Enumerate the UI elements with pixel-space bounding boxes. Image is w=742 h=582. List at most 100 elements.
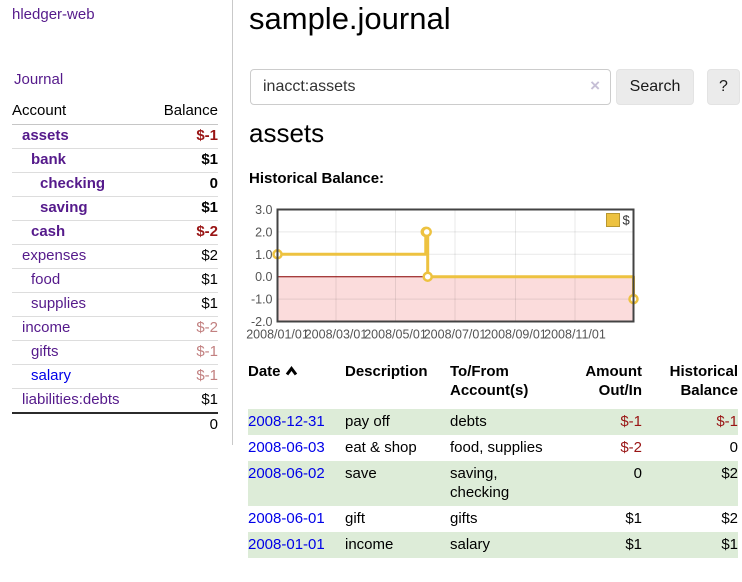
- sidebar-account-link[interactable]: gifts: [31, 343, 59, 360]
- chart-canvas: $3.0 2.0 1.0 0.0 -1.0 -2.02008/01/012008/03/0…: [246, 203, 639, 342]
- svg-text:2008/01/01: 2008/01/01: [246, 328, 309, 342]
- transaction-date-cell: 2008-12-31: [248, 409, 345, 435]
- transaction-accounts-cell: debts: [450, 413, 487, 430]
- svg-text:2008/03/01: 2008/03/01: [305, 328, 368, 342]
- account-balance: $1: [148, 292, 218, 317]
- transaction-amount-cell: $-1: [620, 413, 642, 430]
- register-header-row: Date Description To/From Account(s) Amou…: [248, 359, 738, 409]
- sidebar-account-link[interactable]: liabilities:debts: [22, 391, 120, 408]
- accounts-total-balance: 0: [148, 412, 218, 437]
- account-row: assets $-1: [12, 124, 218, 149]
- account-row: supplies $1: [12, 292, 218, 317]
- account-heading: assets: [249, 118, 325, 148]
- svg-text:2.0: 2.0: [255, 225, 272, 239]
- account-row: gifts $-1: [12, 340, 218, 365]
- account-balance: $1: [148, 148, 218, 173]
- sidebar-account-link[interactable]: assets: [22, 127, 69, 144]
- historical-balance-chart[interactable]: $3.0 2.0 1.0 0.0 -1.0 -2.0 2008/01/01 2008/03/0…: [246, 202, 642, 348]
- account-row: bank $1: [12, 148, 218, 173]
- transaction-date-cell: 2008-01-01: [248, 532, 345, 558]
- account-name-cell: saving: [12, 196, 149, 221]
- sidebar-account-link[interactable]: bank: [31, 151, 67, 168]
- sidebar-account-link[interactable]: saving: [40, 199, 88, 216]
- accounts-total-spacer: [12, 412, 149, 437]
- account-balance: $1: [148, 268, 218, 293]
- transaction-balance-cell: 0: [729, 439, 738, 456]
- sidebar-account-link[interactable]: expenses: [22, 247, 87, 264]
- accounts-header-balance: Balance: [148, 98, 218, 125]
- transaction-date-link[interactable]: 2008-06-03: [248, 439, 325, 456]
- sidebar-item-journal[interactable]: Journal: [14, 71, 64, 88]
- sidebar-account-link[interactable]: food: [31, 271, 61, 288]
- transaction-date-link[interactable]: 2008-01-01: [248, 536, 325, 553]
- accounts-header-account: Account: [12, 98, 149, 125]
- sidebar-account-link[interactable]: checking: [40, 175, 106, 192]
- app-title-link[interactable]: hledger-web: [12, 6, 95, 23]
- account-row: checking 0: [12, 172, 218, 197]
- transaction-amount-cell: $-2: [620, 439, 642, 456]
- account-row: income $-2: [12, 316, 218, 341]
- account-name-cell: income: [12, 316, 149, 341]
- transaction-accounts-cell: saving, checking: [450, 465, 510, 501]
- page-title: sample.journal: [249, 1, 451, 36]
- svg-text:$: $: [623, 213, 631, 228]
- account-row: expenses $2: [12, 244, 218, 269]
- register-header-balance: Historical Balance: [669, 363, 738, 399]
- search-button[interactable]: Search: [616, 69, 694, 105]
- account-name-cell: gifts: [12, 340, 149, 365]
- help-button[interactable]: ?: [707, 69, 740, 105]
- transaction-row: 2008-06-03 eat & shop food, supplies $-2 0: [248, 435, 738, 461]
- account-row: cash $-2: [12, 220, 218, 245]
- sidebar-account-link[interactable]: income: [22, 319, 71, 336]
- transaction-row: 2008-06-01 gift gifts $1 $2: [248, 506, 738, 532]
- transaction-description-cell: income: [345, 536, 394, 553]
- sidebar: hledger-web Journal Account Balance asse…: [0, 0, 233, 445]
- account-name-cell: salary: [12, 364, 149, 389]
- transaction-date-cell: 2008-06-01: [248, 506, 345, 532]
- sidebar-account-link[interactable]: supplies: [31, 295, 87, 312]
- search-box: ×: [250, 69, 611, 105]
- clear-search-icon[interactable]: ×: [590, 76, 600, 95]
- transaction-balance-cell: $2: [721, 510, 738, 527]
- transaction-date-link[interactable]: 2008-06-01: [248, 510, 325, 527]
- account-balance: $1: [148, 196, 218, 221]
- accounts-body: assets $-1 bank $1 checking 0 saving $1 cash $-2 e…: [12, 124, 218, 413]
- account-balance: $-2: [148, 316, 218, 341]
- account-row: food $1: [12, 268, 218, 293]
- svg-text:0.0: 0.0: [255, 270, 272, 284]
- accounts-total-row: 0: [12, 412, 218, 437]
- transaction-date-cell: 2008-06-03: [248, 435, 345, 461]
- transaction-amount-cell: $1: [625, 536, 642, 553]
- svg-text:-2.0: -2.0: [251, 315, 273, 329]
- transaction-accounts-cell: salary: [450, 536, 491, 553]
- account-name-cell: expenses: [12, 244, 149, 269]
- transaction-balance-cell: $1: [721, 536, 738, 553]
- transaction-amount-cell: $1: [625, 510, 642, 527]
- sidebar-account-link[interactable]: salary: [31, 367, 72, 384]
- account-name-cell: liabilities:debts: [12, 388, 149, 413]
- accounts-table: Account Balance assets $-1 bank $1 checking 0…: [12, 98, 218, 437]
- register-header-date-label: Date: [248, 363, 281, 380]
- transaction-description-cell: pay off: [345, 413, 390, 430]
- account-name-cell: supplies: [12, 292, 149, 317]
- account-balance: $1: [148, 388, 218, 413]
- transaction-row: 2008-06-02 save saving, checking 0 $2: [248, 461, 738, 506]
- account-balance: $-1: [148, 340, 218, 365]
- register-header-accounts: To/From Account(s): [450, 363, 529, 399]
- account-row: saving $1: [12, 196, 218, 221]
- account-name-cell: bank: [12, 148, 149, 173]
- transaction-amount-cell: 0: [633, 465, 642, 482]
- register-header-date[interactable]: Date: [248, 359, 345, 409]
- account-balance: $-1: [148, 364, 218, 389]
- transaction-date-link[interactable]: 2008-12-31: [248, 413, 325, 430]
- sidebar-account-link[interactable]: cash: [31, 223, 66, 240]
- account-row: liabilities:debts $1: [12, 388, 218, 413]
- account-name-cell: assets: [12, 124, 149, 149]
- account-balance: $-1: [148, 124, 218, 149]
- transaction-accounts-cell: gifts: [450, 510, 478, 527]
- search-input[interactable]: [250, 69, 611, 105]
- svg-text:2008/11/01: 2008/11/01: [544, 328, 606, 342]
- transaction-date-link[interactable]: 2008-06-02: [248, 465, 325, 482]
- transaction-description-cell: eat & shop: [345, 439, 417, 456]
